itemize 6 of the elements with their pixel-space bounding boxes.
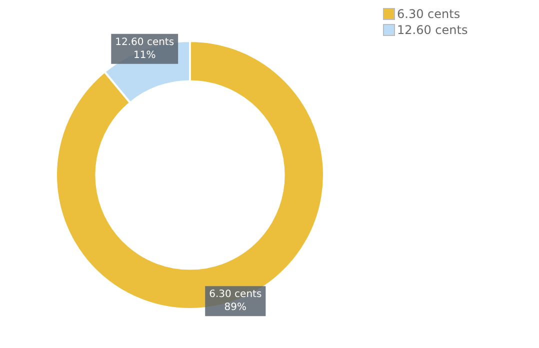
legend-label: 12.60 cents: [397, 23, 468, 37]
slice-label: 12.60 cents: [115, 37, 174, 48]
data-label: 89%: [224, 302, 247, 314]
legend-label: 6.30 cents: [397, 7, 460, 21]
slice-label: 6.30 cents: [209, 289, 262, 300]
data-label: 11%: [133, 50, 156, 62]
